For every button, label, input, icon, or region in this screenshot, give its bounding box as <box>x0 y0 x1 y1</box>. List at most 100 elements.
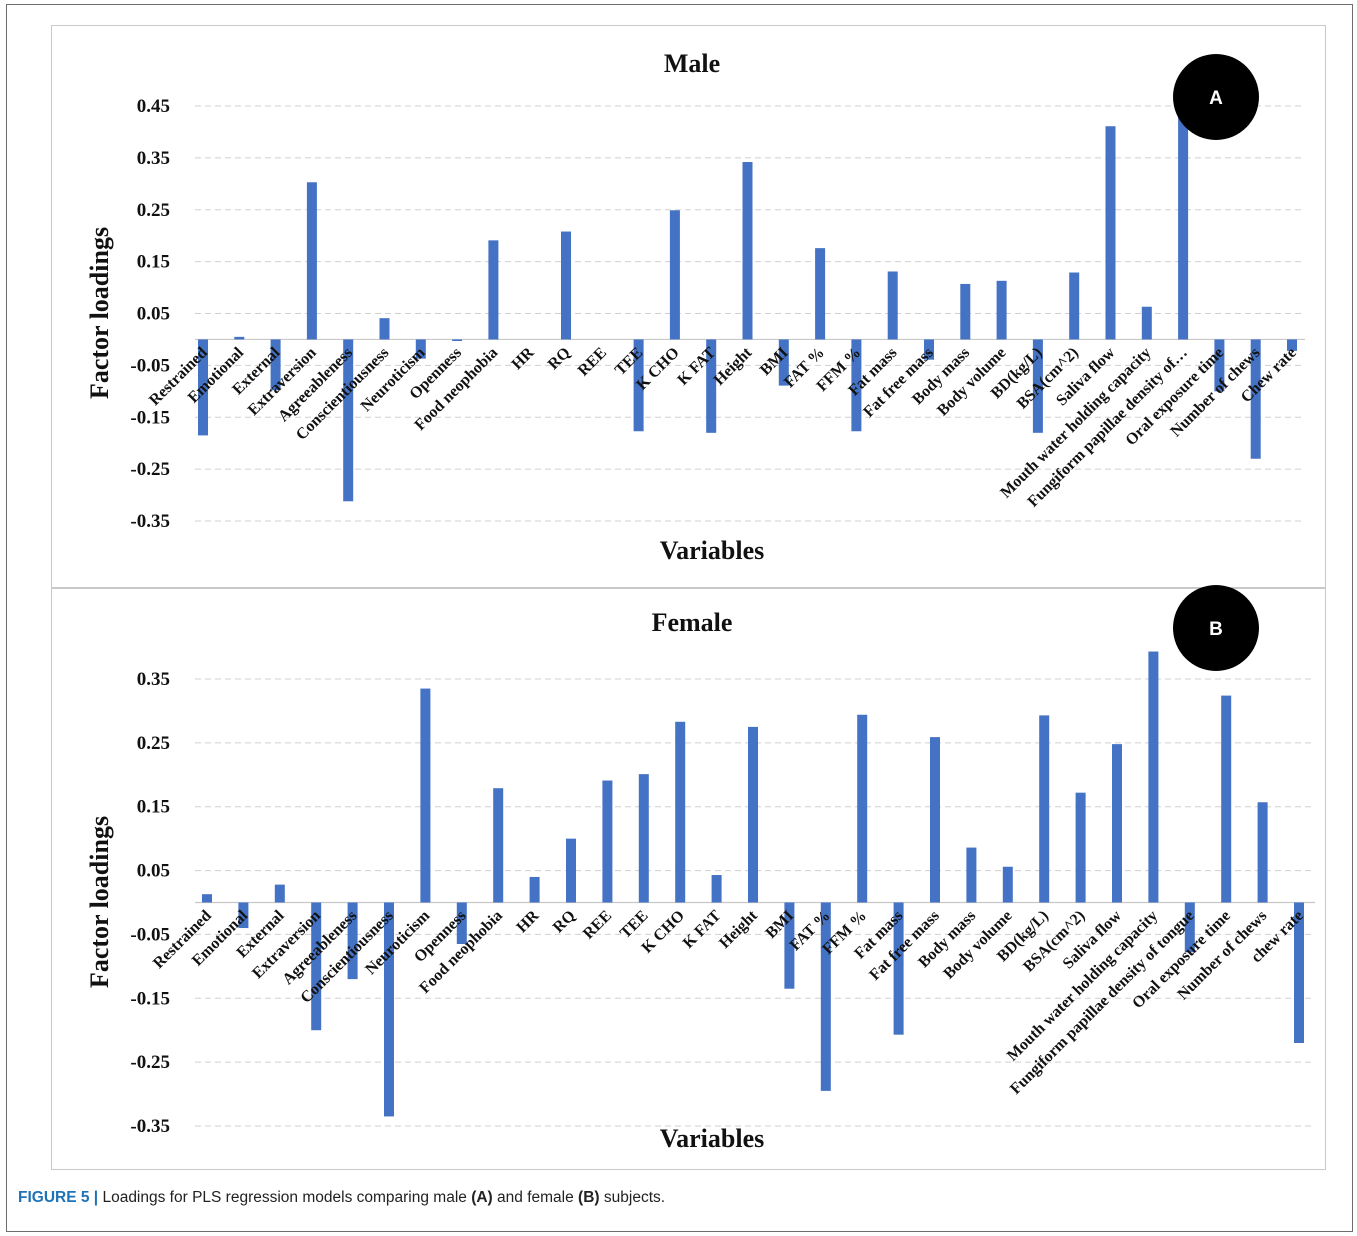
category-label: REE <box>575 344 610 379</box>
bar-14 <box>675 721 686 903</box>
bar-3 <box>270 339 281 391</box>
bars <box>202 651 1304 1117</box>
bars <box>198 111 1297 502</box>
bar-6 <box>379 318 390 340</box>
panel-badge-label: B <box>1209 619 1223 640</box>
bar-17 <box>784 902 795 989</box>
bar-30 <box>1257 802 1268 903</box>
bar-22 <box>960 283 971 340</box>
bar-11 <box>566 838 576 903</box>
bar-4 <box>306 182 317 340</box>
bar-29 <box>1214 339 1225 392</box>
category-labels: RestrainedEmotionalExternalExtraversionA… <box>146 344 1300 511</box>
bar-23 <box>1002 866 1013 903</box>
x-axis-title: Variables <box>660 1124 765 1153</box>
y-tick-label: 0.25 <box>137 733 170 754</box>
bar-20 <box>893 902 904 1035</box>
bar-21 <box>930 737 940 903</box>
y-tick-label: -0.05 <box>130 924 170 945</box>
bar-31 <box>1287 339 1297 351</box>
panel-badge-label: A <box>1209 88 1223 109</box>
panel-badge <box>1173 54 1259 140</box>
y-tick-label: -0.15 <box>130 407 170 428</box>
caption-bold-b: (B) <box>578 1189 600 1206</box>
chart-title: Male <box>664 49 720 78</box>
bar-8 <box>452 339 463 341</box>
bar-5 <box>343 339 354 502</box>
bar-13 <box>633 339 644 432</box>
y-tick-label: -0.35 <box>130 1116 170 1137</box>
panel-b-female: 0.35 0.25 0.15 0.05 -0.05 -0.15 -0.25 -0.35 Rest… <box>51 585 1326 1170</box>
bar-28 <box>1184 902 1195 953</box>
male-loadings-chart: 0.45 0.35 0.25 0.15 0.05 -0.05 -0.15 -0.25 -0.35… <box>85 49 1305 565</box>
bar-10 <box>529 876 540 903</box>
category-label: HR <box>509 344 538 373</box>
y-tick-label: 0.15 <box>137 797 170 818</box>
y-axis-title: Factor loadings <box>85 816 114 988</box>
chart-title: Female <box>652 608 733 637</box>
panel-a-male: 0.45 0.35 0.25 0.15 0.05 -0.05 -0.15 -0.25 -0.35… <box>51 25 1326 588</box>
category-label: K FAT <box>680 907 725 952</box>
bar-26 <box>1112 744 1122 903</box>
bar-13 <box>638 774 649 903</box>
bar-29 <box>1221 695 1232 903</box>
bar-15 <box>711 875 722 903</box>
y-tick-label: 0.05 <box>137 861 170 882</box>
bar-9 <box>488 240 499 340</box>
bar-3 <box>274 884 285 903</box>
bar-1 <box>202 894 212 903</box>
bar-19 <box>857 714 868 903</box>
caption-text-1: Loadings for PLS regression models compa… <box>102 1189 472 1206</box>
bar-24 <box>1032 339 1043 433</box>
bar-28 <box>1178 111 1189 340</box>
bar-25 <box>1075 792 1086 903</box>
bar-27 <box>1148 651 1159 903</box>
y-tick-label: -0.15 <box>130 988 170 1009</box>
category-label: Height <box>711 344 756 389</box>
bar-23 <box>996 280 1007 340</box>
category-label: RQ <box>550 907 579 936</box>
y-tick-label: 0.15 <box>137 252 170 273</box>
bar-21 <box>924 339 934 360</box>
bar-7 <box>415 339 426 359</box>
caption-text-2: and female <box>492 1189 579 1206</box>
bar-12 <box>602 780 613 903</box>
bar-31 <box>1294 902 1304 1043</box>
bar-1 <box>198 339 208 436</box>
bar-20 <box>887 271 898 340</box>
y-tick-label: 0.05 <box>137 304 170 325</box>
bar-22 <box>966 847 977 903</box>
y-tick-label: -0.05 <box>130 355 170 376</box>
panel-badge <box>1173 585 1259 671</box>
bar-26 <box>1105 126 1116 340</box>
female-loadings-chart: 0.35 0.25 0.15 0.05 -0.05 -0.15 -0.25 -0.35 Rest… <box>85 585 1315 1153</box>
y-tick-label: -0.35 <box>130 511 170 532</box>
bar-19 <box>851 339 862 432</box>
bar-2 <box>238 902 249 929</box>
bar-6 <box>384 902 394 1117</box>
bar-16 <box>742 162 753 340</box>
y-tick-label: -0.25 <box>130 459 170 480</box>
category-label: REE <box>580 907 615 942</box>
bar-2 <box>234 336 245 340</box>
figure-caption: FIGURE 5 | Loadings for PLS regression m… <box>18 1189 1318 1207</box>
y-tick-label: 0.45 <box>137 96 170 117</box>
bar-15 <box>706 339 717 433</box>
y-tick-label: 0.25 <box>137 200 170 221</box>
y-axis-title: Factor loadings <box>85 227 114 399</box>
y-tick-label: 0.35 <box>137 669 170 690</box>
bar-24 <box>1039 715 1050 903</box>
bar-27 <box>1141 306 1152 340</box>
bar-17 <box>778 339 789 386</box>
category-labels: RestrainedEmotionalExternalExtraversionA… <box>150 907 1307 1098</box>
grid-and-ticks: 0.45 0.35 0.25 0.15 0.05 -0.05 -0.15 -0.25 -0.35 <box>130 96 1305 532</box>
bar-18 <box>815 248 826 340</box>
bar-11 <box>561 231 571 340</box>
x-axis-title: Variables <box>660 536 765 565</box>
y-tick-label: 0.35 <box>137 148 170 169</box>
bar-14 <box>669 210 680 340</box>
bar-18 <box>820 902 831 1091</box>
category-label: Height <box>716 907 761 952</box>
bar-8 <box>456 902 467 945</box>
caption-bold-a: (A) <box>471 1189 493 1206</box>
